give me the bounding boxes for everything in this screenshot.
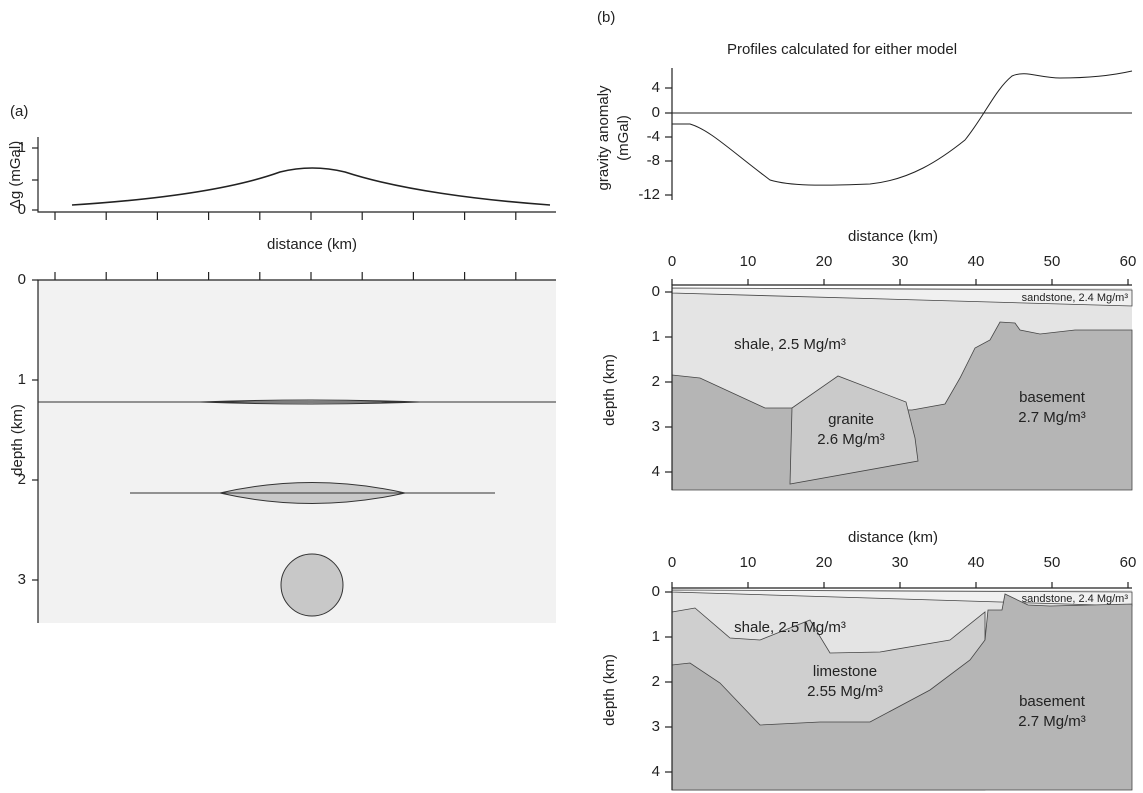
y-tick-label: 2: [652, 673, 660, 690]
y-tick-label: 0: [652, 283, 660, 300]
x-tick-label: 10: [740, 253, 757, 270]
x-label: distance (km): [267, 236, 357, 253]
unit-label: 2.55 Mg/m³: [807, 683, 883, 700]
y-tick-label: 3: [18, 571, 26, 588]
x-tick-label: 20: [816, 253, 833, 270]
y-tick-label: 0: [18, 201, 26, 218]
y-tick-label: -4: [647, 128, 660, 145]
y-tick-label: 4: [652, 79, 660, 96]
y-tick-label: 1: [18, 139, 26, 156]
y-tick-label: -12: [638, 186, 660, 203]
title: Profiles calculated for either model: [727, 41, 957, 58]
y-tick-label: 2: [652, 373, 660, 390]
y-label: depth (km): [601, 354, 618, 426]
x-tick-label: 0: [668, 253, 676, 270]
y-label: depth (km): [9, 404, 26, 476]
y-tick-label: -8: [647, 152, 660, 169]
unit-label: basement: [1019, 389, 1086, 406]
x-tick-label: 60: [1120, 554, 1137, 571]
granite: [789, 375, 919, 485]
x-tick-label: 60: [1120, 253, 1137, 270]
y-tick-label: 4: [652, 763, 660, 780]
x-label: distance (km): [848, 529, 938, 546]
y-label: gravity anomaly: [595, 85, 612, 191]
basement: [671, 593, 1133, 791]
y-tick-label: 1: [652, 328, 660, 345]
y-tick-label: 4: [652, 463, 660, 480]
x-tick-label: 30: [892, 253, 909, 270]
unit-label: granite: [828, 411, 874, 428]
y-tick-label: 3: [652, 718, 660, 735]
x-tick-label: 50: [1044, 253, 1061, 270]
y-tick-label: 0: [652, 583, 660, 600]
x-tick-label: 10: [740, 554, 757, 571]
panel-label: (b): [597, 9, 615, 26]
unit-label: shale, 2.5 Mg/m³: [734, 336, 846, 353]
sphere-body: [280, 553, 344, 617]
unit-label: limestone: [813, 663, 877, 680]
y-tick-label: 3: [652, 418, 660, 435]
unit-label: sandstone, 2.4 Mg/m³: [1022, 593, 1129, 605]
unit-label: 2.7 Mg/m³: [1018, 409, 1086, 426]
y-tick-label: 0: [18, 271, 26, 288]
x-tick-label: 20: [816, 554, 833, 571]
x-tick-label: 0: [668, 554, 676, 571]
y-tick-label: 0: [652, 104, 660, 121]
unit-label: sandstone, 2.4 Mg/m³: [1022, 292, 1129, 304]
x-label: distance (km): [848, 228, 938, 245]
x-tick-label: 30: [892, 554, 909, 571]
gravity-profile: [672, 70, 1133, 186]
gravity-curve: [71, 167, 551, 206]
y-label: depth (km): [601, 654, 618, 726]
thin-layer: [38, 399, 556, 405]
unit-label: 2.6 Mg/m³: [817, 431, 885, 448]
y-tick-label: 1: [18, 371, 26, 388]
unit-label: basement: [1019, 693, 1086, 710]
axis: [37, 137, 556, 213]
lens-body: [130, 482, 495, 504]
y-tick-label: 1: [652, 628, 660, 645]
x-tick-label: 40: [968, 554, 985, 571]
unit-label: 2.7 Mg/m³: [1018, 713, 1086, 730]
y-label: Δg (mGal): [7, 141, 24, 209]
y-tick-label: 2: [18, 471, 26, 488]
x-tick-label: 50: [1044, 554, 1061, 571]
y-label: (mGal): [615, 115, 632, 161]
basement: [671, 321, 1133, 491]
x-tick-label: 40: [968, 253, 985, 270]
panel-label: (a): [10, 103, 28, 120]
unit-label: shale, 2.5 Mg/m³: [734, 619, 846, 636]
